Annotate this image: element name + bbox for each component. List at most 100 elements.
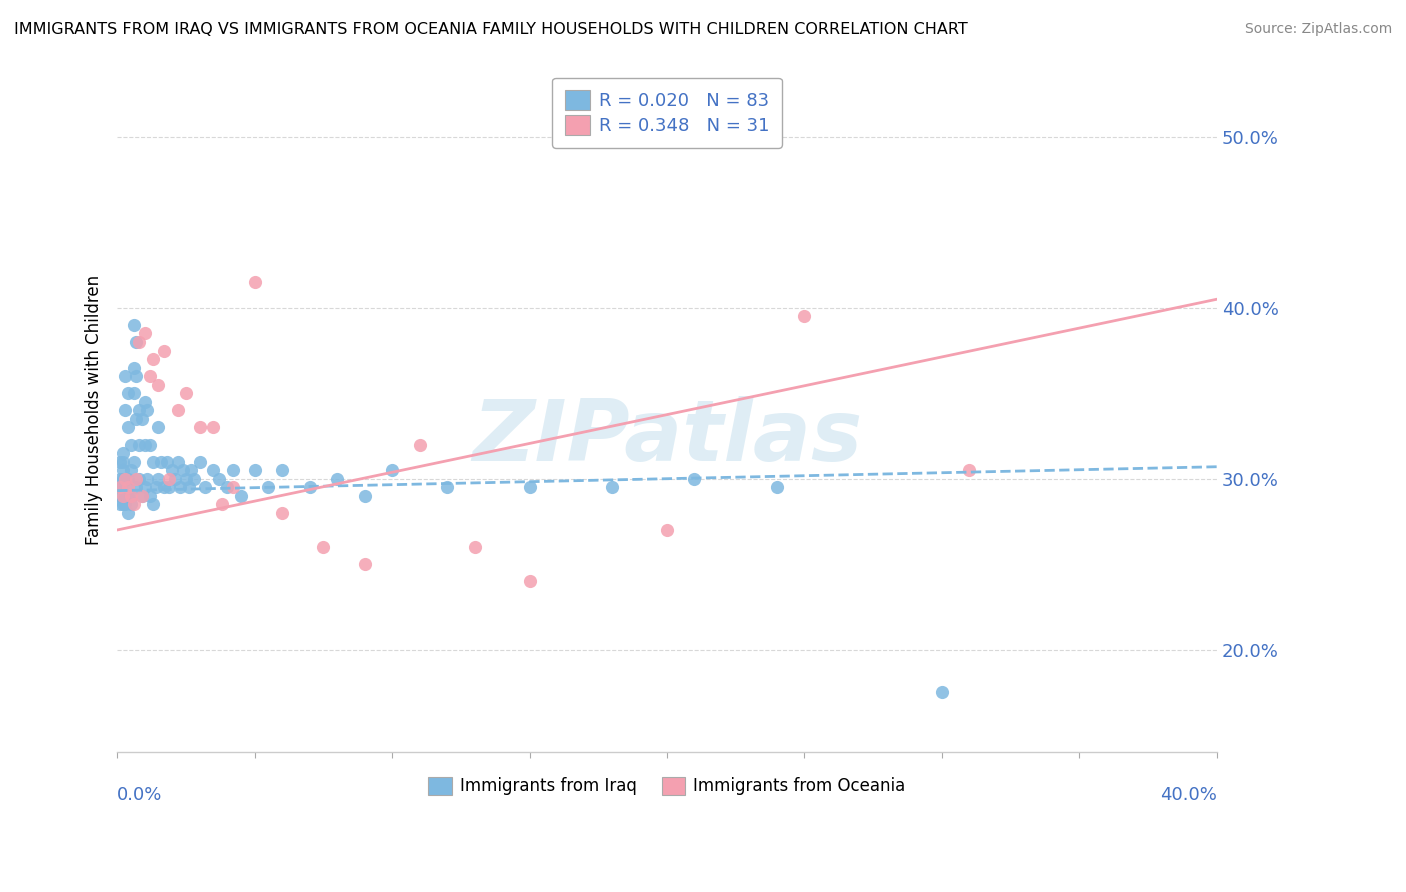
Point — [353, 557, 375, 571]
Point — [134, 394, 156, 409]
Point — [298, 480, 321, 494]
Point — [108, 497, 131, 511]
Point — [221, 480, 243, 494]
Point — [221, 463, 243, 477]
Point — [271, 463, 294, 477]
Point — [257, 480, 280, 494]
Point — [111, 446, 134, 460]
Point — [166, 455, 188, 469]
Point — [142, 352, 165, 367]
Point — [108, 480, 131, 494]
Point — [117, 506, 139, 520]
Point — [408, 437, 430, 451]
Point — [172, 463, 194, 477]
Point — [150, 455, 173, 469]
Point — [766, 480, 789, 494]
Point — [180, 463, 202, 477]
Point — [153, 343, 176, 358]
Point — [655, 523, 678, 537]
Point — [163, 472, 186, 486]
Point — [957, 463, 980, 477]
Point — [793, 310, 815, 324]
Point — [117, 420, 139, 434]
Point — [136, 472, 159, 486]
Point — [326, 472, 349, 486]
Legend: Immigrants from Iraq, Immigrants from Oceania: Immigrants from Iraq, Immigrants from Oc… — [418, 767, 915, 805]
Point — [120, 489, 142, 503]
Point — [157, 480, 180, 494]
Point — [114, 403, 136, 417]
Point — [139, 369, 162, 384]
Text: IMMIGRANTS FROM IRAQ VS IMMIGRANTS FROM OCEANIA FAMILY HOUSEHOLDS WITH CHILDREN : IMMIGRANTS FROM IRAQ VS IMMIGRANTS FROM … — [14, 22, 967, 37]
Point — [125, 472, 148, 486]
Point — [183, 472, 205, 486]
Point — [202, 420, 225, 434]
Point — [128, 437, 150, 451]
Point — [208, 472, 231, 486]
Point — [148, 377, 170, 392]
Point — [202, 463, 225, 477]
Point — [111, 463, 134, 477]
Point — [131, 489, 153, 503]
Point — [131, 489, 153, 503]
Point — [153, 480, 176, 494]
Text: ZIPatlas: ZIPatlas — [472, 396, 862, 479]
Point — [117, 489, 139, 503]
Point — [120, 463, 142, 477]
Point — [229, 489, 252, 503]
Point — [111, 455, 134, 469]
Point — [148, 420, 170, 434]
Point — [464, 540, 486, 554]
Point — [353, 489, 375, 503]
Point — [120, 437, 142, 451]
Point — [114, 369, 136, 384]
Point — [122, 386, 145, 401]
Point — [108, 489, 131, 503]
Point — [169, 480, 191, 494]
Point — [114, 489, 136, 503]
Point — [211, 497, 233, 511]
Point — [243, 463, 266, 477]
Point — [174, 386, 197, 401]
Point — [188, 420, 211, 434]
Point — [108, 480, 131, 494]
Point — [108, 472, 131, 486]
Point — [683, 472, 706, 486]
Point — [519, 480, 541, 494]
Point — [125, 412, 148, 426]
Point — [128, 472, 150, 486]
Point — [139, 489, 162, 503]
Point — [134, 326, 156, 341]
Text: 40.0%: 40.0% — [1160, 787, 1216, 805]
Point — [122, 497, 145, 511]
Point — [188, 455, 211, 469]
Point — [217, 480, 239, 494]
Point — [134, 437, 156, 451]
Point — [174, 472, 197, 486]
Point — [114, 472, 136, 486]
Point — [381, 463, 404, 477]
Point — [271, 506, 294, 520]
Point — [128, 334, 150, 349]
Point — [139, 437, 162, 451]
Point — [136, 403, 159, 417]
Point — [436, 480, 458, 494]
Y-axis label: Family Households with Children: Family Households with Children — [86, 276, 103, 545]
Point — [125, 369, 148, 384]
Text: 0.0%: 0.0% — [117, 787, 163, 805]
Point — [122, 455, 145, 469]
Point — [117, 472, 139, 486]
Point — [125, 480, 148, 494]
Point — [166, 403, 188, 417]
Point — [142, 497, 165, 511]
Point — [160, 463, 183, 477]
Point — [111, 480, 134, 494]
Point — [177, 480, 200, 494]
Point — [600, 480, 623, 494]
Point — [157, 472, 180, 486]
Point — [128, 403, 150, 417]
Point — [108, 455, 131, 469]
Point — [931, 685, 953, 699]
Point — [156, 455, 179, 469]
Point — [120, 489, 142, 503]
